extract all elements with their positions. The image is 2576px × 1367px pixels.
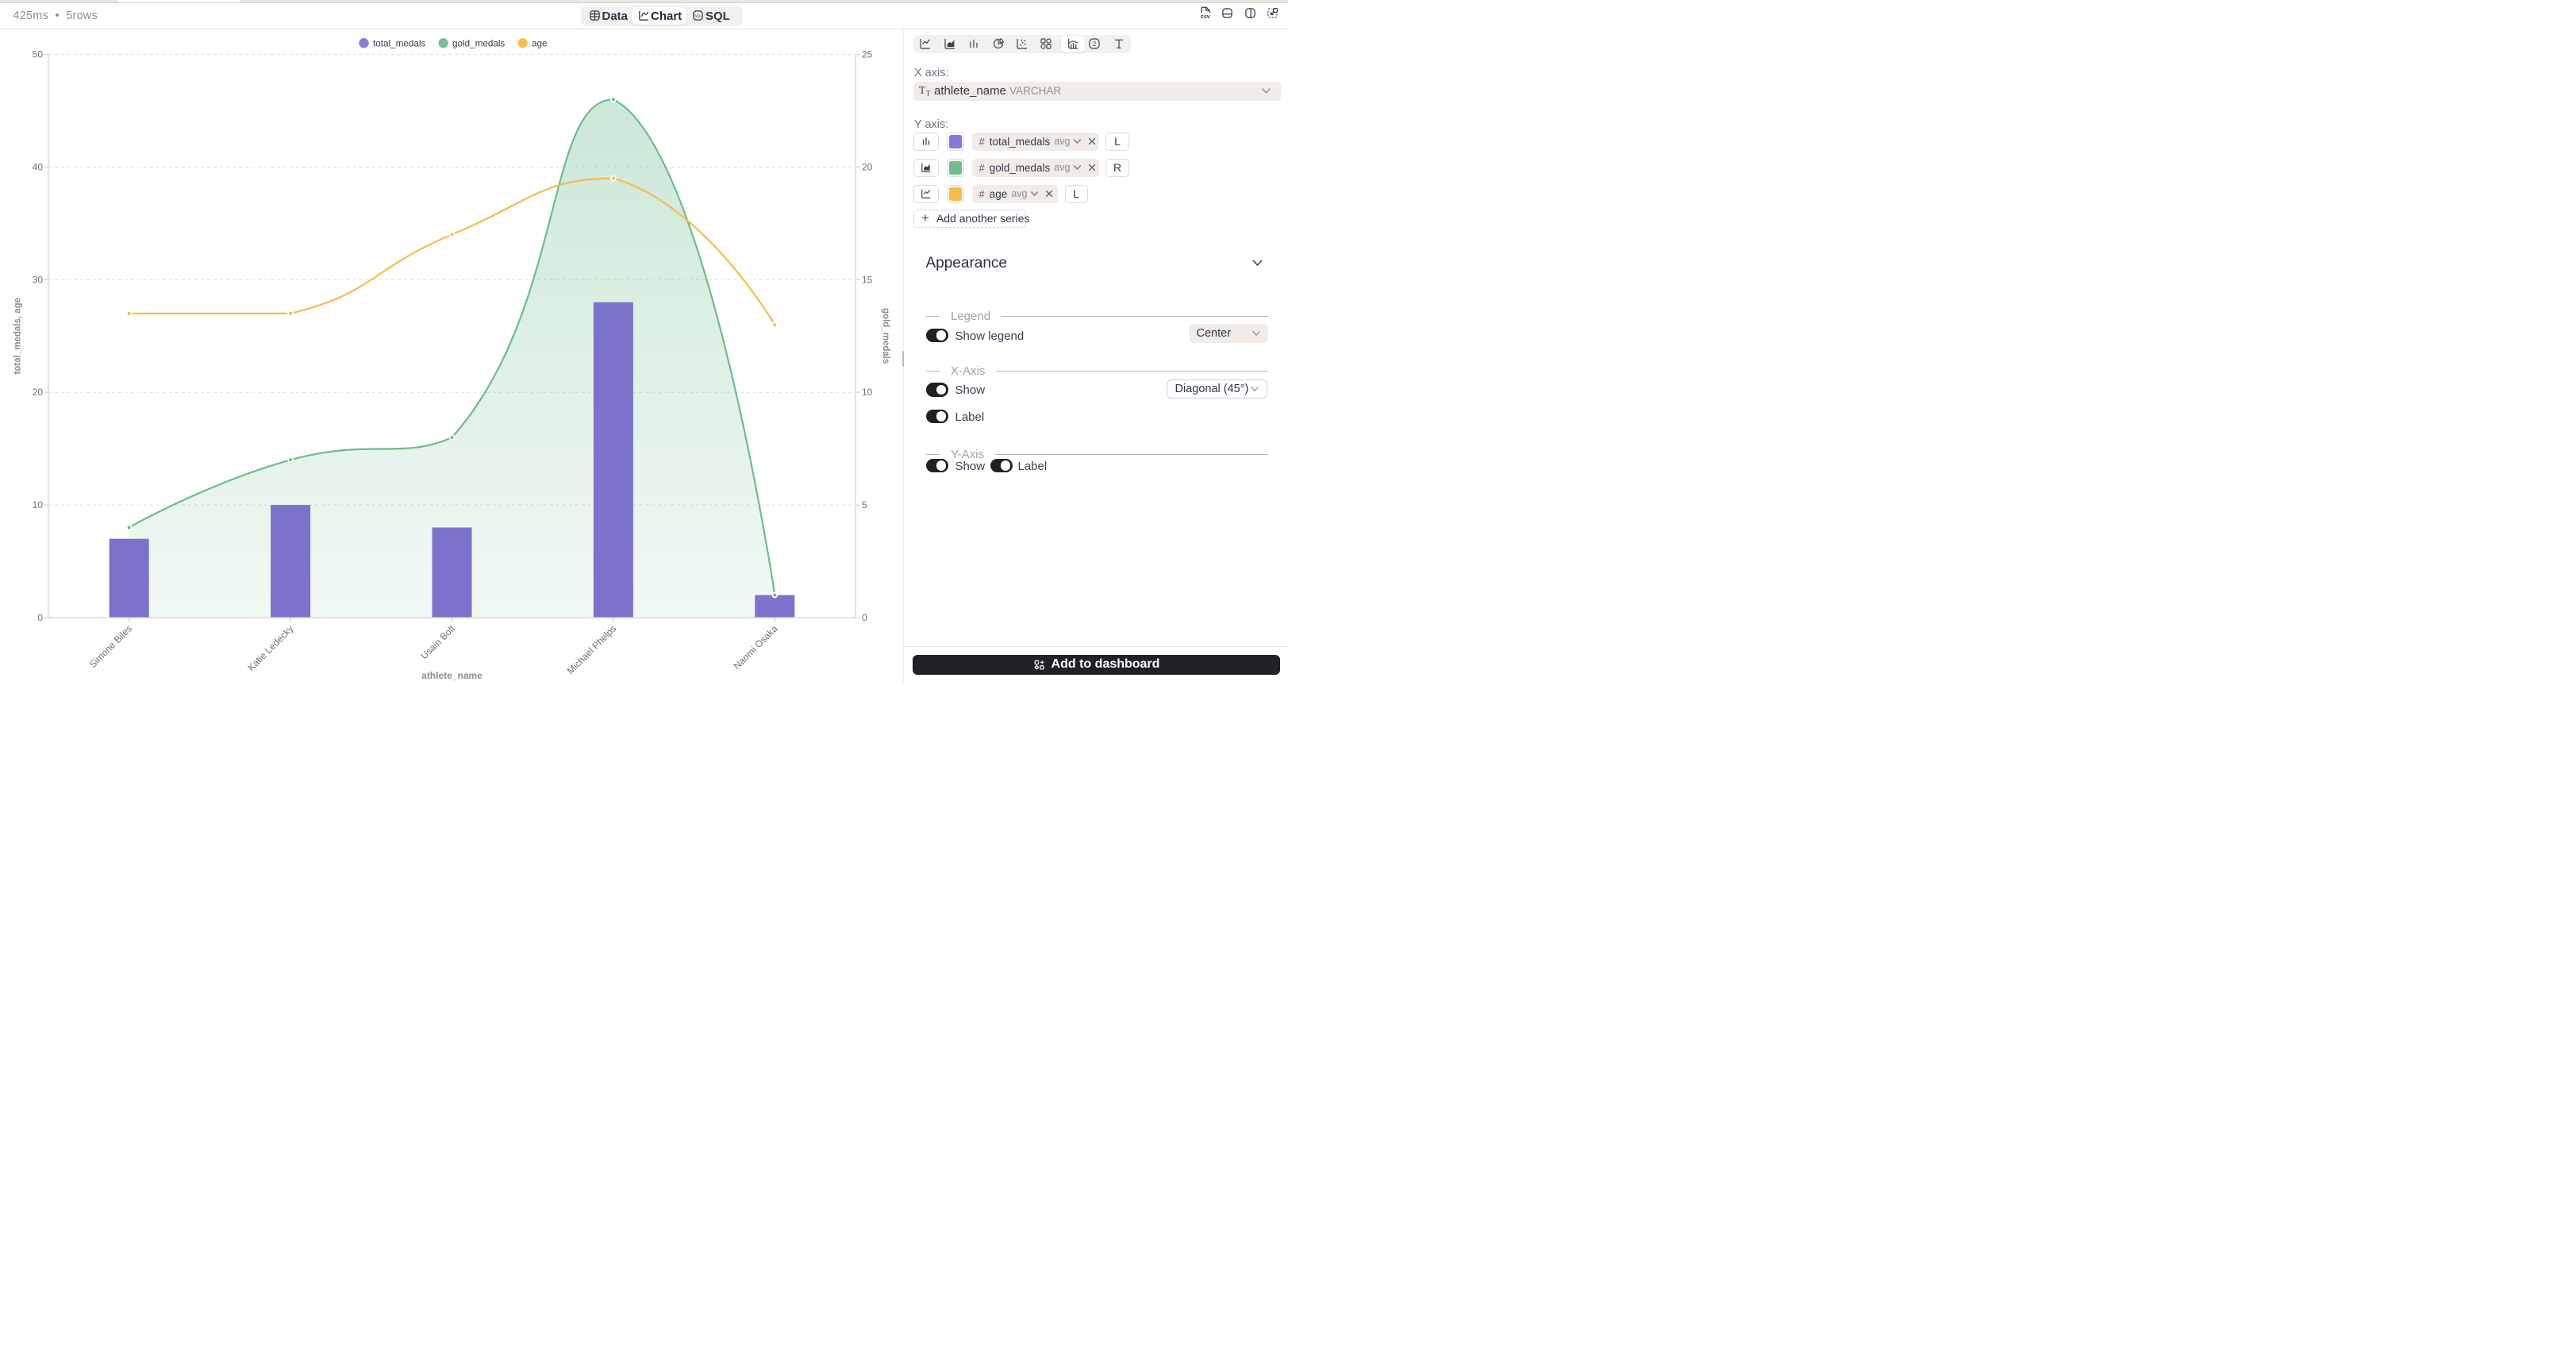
svg-text:0: 0: [862, 612, 867, 623]
svg-text:total_medals: total_medals: [373, 38, 425, 48]
svg-text:athlete_name: athlete_name: [421, 670, 483, 681]
svg-text:15: 15: [862, 274, 873, 285]
svg-text:Simone Biles: Simone Biles: [87, 623, 134, 670]
svg-text:20: 20: [33, 387, 44, 398]
svg-text:5: 5: [862, 499, 867, 510]
svg-text:csv: csv: [1200, 14, 1209, 19]
svg-text:10: 10: [33, 499, 44, 510]
svg-text:20: 20: [862, 161, 873, 172]
svg-text:Usain Bolt: Usain Bolt: [418, 622, 457, 661]
svg-text:40: 40: [33, 161, 44, 172]
svg-text:Katie Ledecky: Katie Ledecky: [245, 623, 295, 673]
svg-text:30: 30: [33, 274, 44, 285]
svg-text:T: T: [919, 84, 925, 96]
svg-text:10: 10: [862, 387, 873, 398]
svg-text:gold_medals: gold_medals: [881, 308, 890, 364]
svg-text:0: 0: [37, 612, 43, 623]
svg-text:gold_medals: gold_medals: [452, 38, 505, 48]
svg-text:25: 25: [862, 49, 873, 60]
svg-text:total_medals, age: total_medals, age: [13, 298, 23, 375]
svg-text:age: age: [532, 38, 548, 48]
svg-text:T: T: [926, 89, 931, 98]
svg-text:2: 2: [1093, 40, 1097, 48]
svg-text:Michael Phelps: Michael Phelps: [565, 623, 618, 676]
svg-text:Naomi Osaka: Naomi Osaka: [731, 622, 780, 672]
svg-text:50: 50: [33, 49, 44, 60]
svg-text:SQL: SQL: [694, 13, 702, 17]
